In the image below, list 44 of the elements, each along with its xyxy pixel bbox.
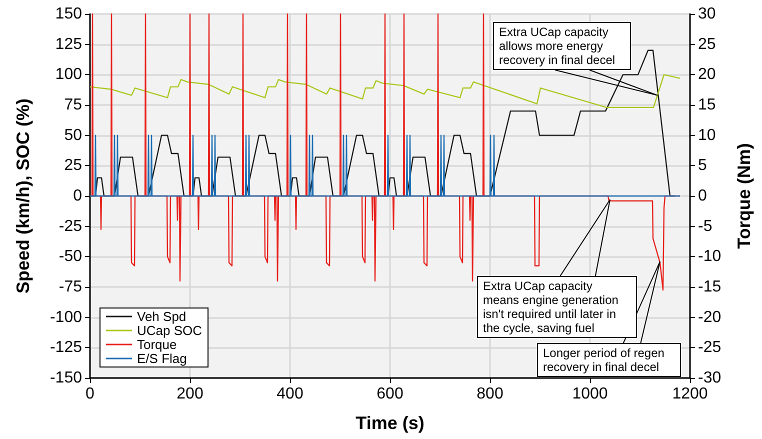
x-tick-label: 1000	[572, 386, 608, 402]
legend-label: E/S Flag	[137, 351, 187, 366]
y2-tick-label: -5	[698, 218, 712, 235]
y2-tick-label: 15	[698, 96, 716, 114]
y2-tick-label: -15	[698, 278, 722, 296]
y-tick-label: 150	[55, 6, 82, 22]
callout: Extra UCap capacity allows more energy recovery in final decel	[493, 22, 631, 70]
x-tick-label: 0	[86, 386, 95, 402]
y-tick-label: 125	[55, 36, 82, 53]
legend-label: UCap SOC	[137, 323, 202, 338]
y2-tick-label: 25	[698, 36, 716, 53]
y2-tick-label: -25	[698, 339, 722, 356]
y-tick-label: 50	[64, 126, 82, 144]
y-tick-label: -150	[50, 370, 82, 386]
y-tick-label: 100	[55, 66, 82, 84]
y2-tick-label: 20	[698, 66, 716, 84]
legend-label: Veh Spd	[137, 309, 186, 324]
x-tick-label: 200	[176, 386, 204, 402]
x-axis-title: Time (s)	[356, 413, 424, 433]
y-tick-label: 0	[73, 188, 82, 204]
x-tick-label: 600	[376, 386, 404, 402]
y2-tick-label: -10	[698, 248, 722, 266]
x-tick-label: 1200	[672, 386, 708, 402]
y2-tick-label: 30	[698, 6, 716, 22]
y-axis-title: Speed (km/h), SOC (%)	[13, 98, 33, 294]
y2-tick-label: 10	[698, 126, 716, 144]
y-tick-label: -100	[50, 308, 82, 326]
callout: Longer period of regen recovery in final decel	[537, 343, 681, 377]
y-tick-label: 25	[64, 157, 82, 174]
y2-tick-label: -30	[698, 370, 722, 386]
y2-tick-label: -20	[698, 308, 722, 326]
y-tick-label: 75	[64, 96, 82, 114]
y2-axis-title: Torque (Nm)	[734, 143, 754, 249]
y-tick-label: -25	[58, 218, 82, 235]
line-series	[89, 74, 681, 108]
x-tick-label: 400	[276, 386, 304, 402]
y2-tick-label: 0	[698, 188, 707, 204]
y2-tick-label: 5	[698, 157, 707, 174]
callout: Extra UCap capacity means engine generation isn't required until later in the cycle, saving fuel	[477, 276, 637, 338]
y-tick-label: -75	[58, 278, 82, 296]
y-tick-label: -50	[58, 248, 82, 266]
x-tick-label: 800	[476, 386, 504, 402]
legend-label: Torque	[137, 337, 177, 352]
y-tick-label: -125	[50, 339, 82, 356]
